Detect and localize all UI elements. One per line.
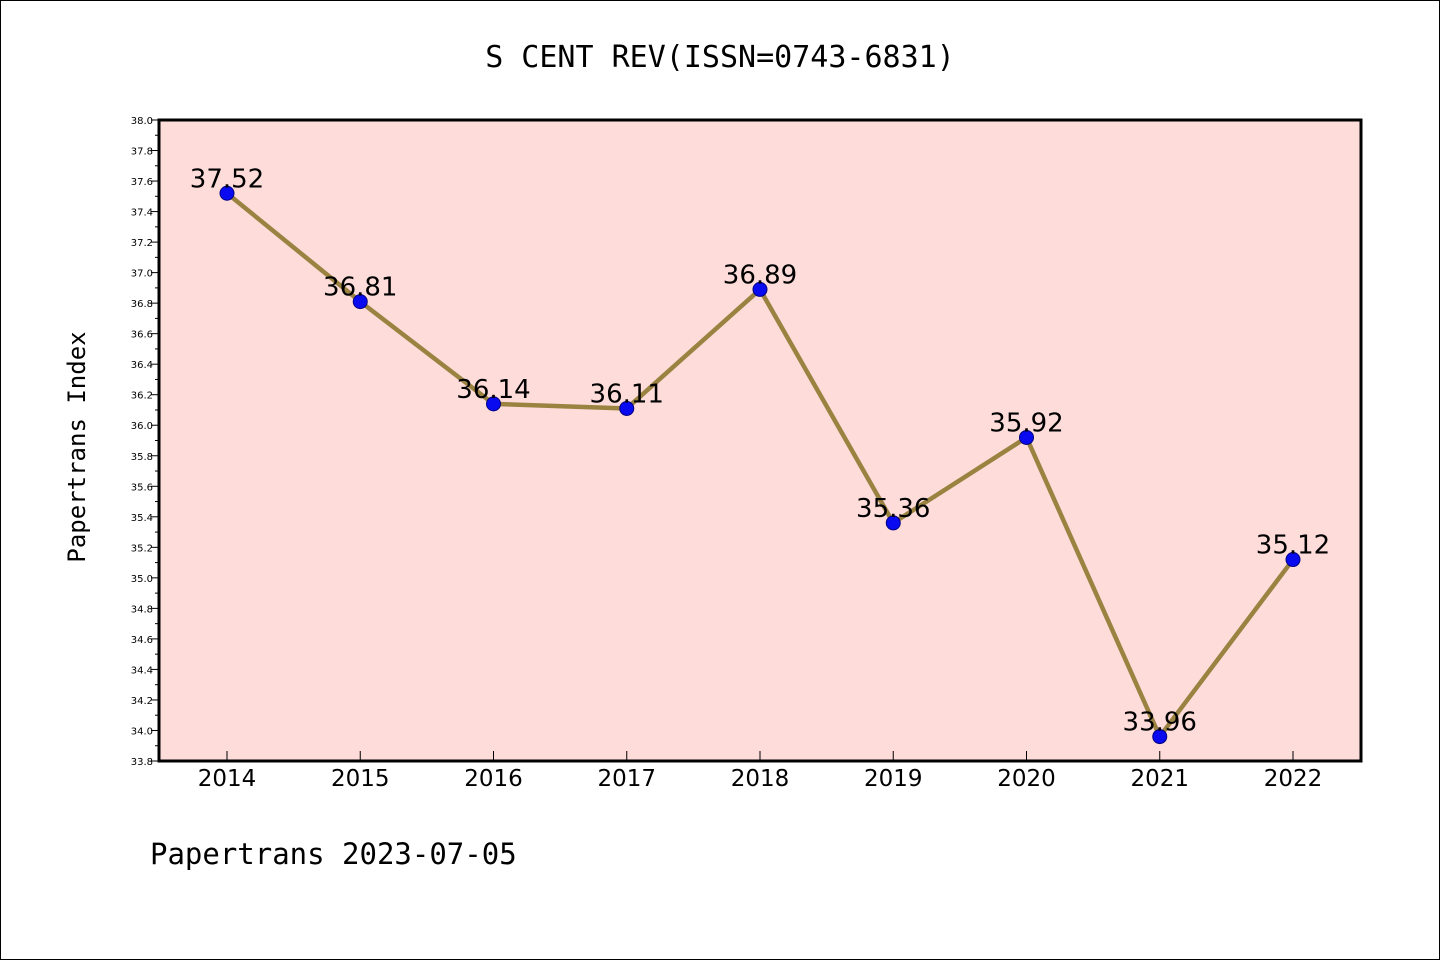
data-label-2019: 35.36 bbox=[856, 494, 930, 524]
y-tick-label: 35.4 bbox=[131, 513, 153, 524]
y-tick-label: 34.6 bbox=[131, 635, 153, 646]
y-tick-label: 36.4 bbox=[131, 360, 153, 371]
y-tick-label: 34.2 bbox=[131, 696, 153, 707]
data-point-2020 bbox=[1019, 429, 1034, 445]
data-point-2021 bbox=[1152, 729, 1168, 745]
data-point-2022 bbox=[1285, 552, 1301, 568]
data-point-2016 bbox=[486, 396, 501, 412]
x-tick-label: 2016 bbox=[464, 766, 523, 792]
y-tick-label: 37.4 bbox=[131, 208, 153, 219]
y-tick-label: 36.0 bbox=[131, 421, 153, 432]
x-axis: 2014 2015 2016 2017 2018 2019 2020 2021 2022 bbox=[198, 751, 1323, 792]
x-tick-label: 2017 bbox=[597, 766, 656, 792]
y-tick-label: 35.8 bbox=[131, 452, 153, 463]
footer-source-date: Papertrans 2023-07-05 bbox=[150, 837, 517, 871]
y-axis: 33.8 34.0 34.2 34.4 34.6 34.8 35.0 35.2 35.4 35.6… bbox=[131, 116, 159, 768]
x-tick-label: 2020 bbox=[997, 766, 1056, 792]
data-label-2022: 35.12 bbox=[1256, 531, 1330, 561]
chart-title: S CENT REV(ISSN=0743-6831) bbox=[485, 40, 955, 75]
plot-border bbox=[157, 118, 1363, 763]
y-tick-label: 37.2 bbox=[131, 238, 153, 249]
y-tick-label: 35.2 bbox=[131, 543, 153, 554]
data-label-2018: 36.89 bbox=[723, 260, 797, 290]
y-tick-label: 34.8 bbox=[131, 604, 153, 615]
data-label-2015: 36.81 bbox=[323, 273, 397, 303]
data-labels: 37.52 36.81 36.14 36.11 36.89 35.36 35.92 33.96… bbox=[190, 164, 1330, 737]
y-tick-label: 34.4 bbox=[131, 665, 153, 676]
y-tick-label: 35.0 bbox=[131, 574, 153, 585]
x-tick-label: 2015 bbox=[331, 766, 390, 792]
data-point-2015 bbox=[352, 294, 368, 310]
y-tick-label: 37.8 bbox=[131, 147, 153, 158]
y-tick-label: 36.8 bbox=[131, 299, 153, 310]
y-tick-label: 37.6 bbox=[131, 177, 153, 188]
data-label-2017: 36.11 bbox=[590, 379, 664, 409]
data-label-2020: 35.92 bbox=[989, 408, 1063, 438]
y-tick-label: 35.6 bbox=[131, 482, 153, 493]
data-point-2018 bbox=[752, 281, 768, 297]
y-tick-label: 33.8 bbox=[131, 757, 153, 768]
y-axis-label: Papertrans Index bbox=[63, 331, 91, 562]
y-tick-label: 36.2 bbox=[131, 391, 153, 402]
x-tick-label: 2014 bbox=[198, 766, 257, 792]
x-tick-label: 2022 bbox=[1264, 766, 1323, 792]
data-point-2014 bbox=[219, 185, 235, 201]
data-point-2019 bbox=[885, 515, 901, 531]
data-point-2017 bbox=[619, 400, 635, 416]
x-tick-label: 2019 bbox=[864, 766, 923, 792]
y-tick-label: 37.0 bbox=[131, 269, 153, 280]
data-label-2014: 37.52 bbox=[190, 164, 264, 194]
data-label-2016: 36.14 bbox=[456, 375, 530, 405]
data-label-2021: 33.96 bbox=[1123, 708, 1197, 738]
plot-area bbox=[159, 120, 1361, 761]
x-tick-label: 2018 bbox=[731, 766, 790, 792]
data-points bbox=[219, 185, 1301, 745]
y-tick-label: 36.6 bbox=[131, 330, 153, 341]
y-tick-label: 38.0 bbox=[131, 116, 153, 127]
y-tick-label: 34.0 bbox=[131, 726, 153, 737]
x-tick-label: 2021 bbox=[1130, 766, 1189, 792]
